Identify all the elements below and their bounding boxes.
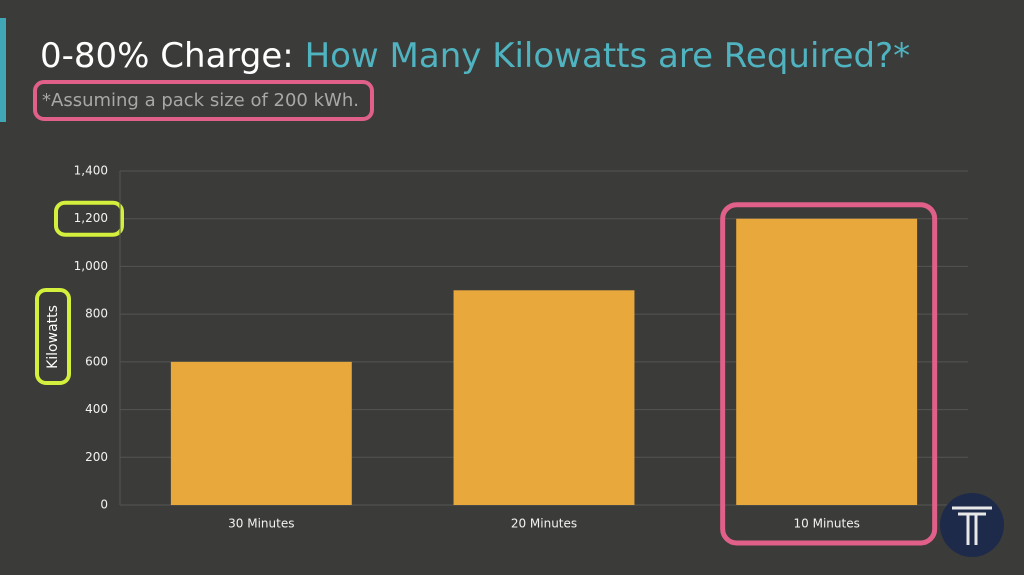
y-tick-label: 400: [85, 402, 108, 416]
bar: [453, 290, 635, 505]
highlight-box: [35, 288, 71, 385]
highlight-box: [54, 200, 124, 237]
accent-stripe: [0, 18, 6, 122]
logo: [940, 493, 1004, 557]
y-tick-label: 1,000: [74, 259, 108, 273]
title-lead: 0-80% Charge:: [40, 36, 294, 76]
y-tick-label: 1,200: [74, 211, 108, 225]
x-tick-label: 10 Minutes: [794, 517, 860, 531]
y-tick-label: 600: [85, 354, 108, 368]
highlight-box: [720, 202, 938, 546]
highlight-box: [33, 80, 374, 121]
logo-mark: [952, 506, 992, 545]
y-tick-label: 200: [85, 450, 108, 464]
subtitle: *Assuming a pack size of 200 kWh.: [42, 90, 359, 111]
y-axis-label: Kilowatts: [45, 305, 61, 369]
chart-title: 0-80% Charge: How Many Kilowatts are Req…: [40, 36, 910, 76]
y-tick-label: 1,400: [74, 164, 108, 178]
title-accent: How Many Kilowatts are Required?*: [305, 36, 911, 76]
y-tick-label: 800: [85, 307, 108, 321]
bar: [170, 361, 352, 505]
x-tick-label: 30 Minutes: [228, 517, 294, 531]
logo-circle: [940, 493, 1004, 557]
y-tick-label: 0: [100, 498, 108, 512]
x-tick-label: 20 Minutes: [511, 517, 577, 531]
bar: [736, 218, 918, 505]
